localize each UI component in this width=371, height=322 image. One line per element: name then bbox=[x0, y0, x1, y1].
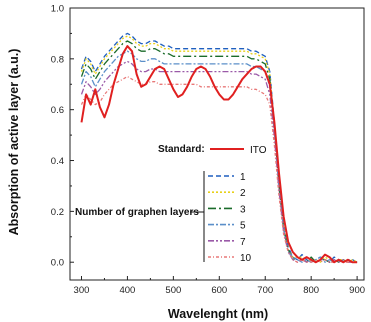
legend-entries: 1 2 3 5 7 10 bbox=[208, 172, 252, 264]
x-tick-label: 500 bbox=[165, 285, 181, 296]
series-line-5 bbox=[80, 50, 358, 263]
series-lines bbox=[80, 32, 358, 264]
series-line-ITO bbox=[80, 45, 358, 264]
y-tick-label: 0.2 bbox=[51, 207, 64, 218]
axis-ticks: 300 400 500 600 700 800 900 0.0 0.2 0.4 0.6 0.8 1.0 bbox=[51, 4, 365, 297]
legend-label-10: 10 bbox=[240, 253, 252, 264]
series-line-10 bbox=[80, 75, 358, 263]
y-tick-label: 0.4 bbox=[51, 156, 64, 167]
legend-label-7: 7 bbox=[240, 237, 246, 248]
x-tick-label: 800 bbox=[303, 285, 319, 296]
y-tick-label: 1.0 bbox=[51, 4, 64, 15]
x-tick-label: 300 bbox=[74, 285, 90, 296]
legend-label-5: 5 bbox=[240, 221, 246, 232]
legend-label-3: 3 bbox=[240, 204, 246, 215]
x-tick-label: 600 bbox=[211, 285, 227, 296]
y-tick-label: 0.0 bbox=[51, 258, 64, 269]
series-line-3 bbox=[80, 40, 358, 263]
legend-group-label: Number of graphen layers bbox=[75, 207, 199, 218]
y-axis-label: Absorption of active layer (a.u.) bbox=[7, 49, 21, 236]
x-tick-label: 700 bbox=[257, 285, 273, 296]
legend-standard-label: Standard: bbox=[158, 144, 205, 155]
plot-area-border bbox=[69, 7, 365, 281]
legend-label-1: 1 bbox=[240, 172, 246, 183]
x-axis-label: Wavelenght (nm) bbox=[168, 307, 268, 321]
plot-frame bbox=[69, 7, 365, 281]
legend-label-2: 2 bbox=[240, 188, 246, 199]
series-line-1 bbox=[80, 32, 358, 263]
x-tick-label: 400 bbox=[119, 285, 135, 296]
y-tick-label: 0.6 bbox=[51, 105, 64, 116]
legend: Standard: ITO Number of graphen layers 1… bbox=[75, 144, 267, 264]
y-tick-label: 0.8 bbox=[51, 54, 64, 65]
series-line-7 bbox=[80, 60, 358, 263]
x-tick-label: 900 bbox=[349, 285, 365, 296]
legend-ito-label: ITO bbox=[250, 145, 267, 156]
series-line-2 bbox=[80, 35, 358, 263]
